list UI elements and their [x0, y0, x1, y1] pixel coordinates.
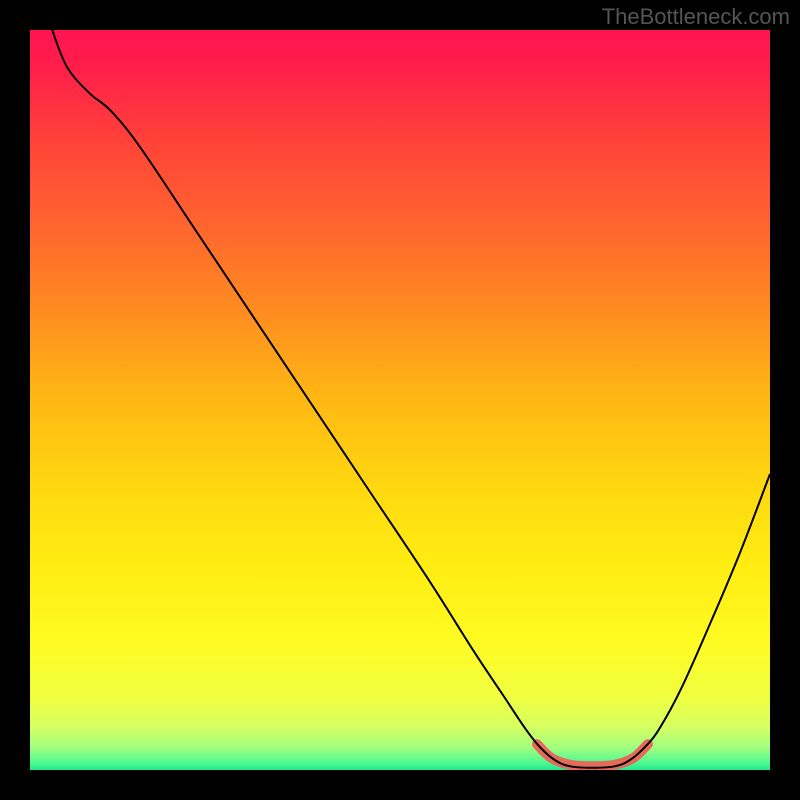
chart-container: TheBottleneck.com	[0, 0, 800, 800]
gradient-background	[30, 30, 770, 770]
bottleneck-curve-chart	[30, 30, 770, 770]
watermark-text: TheBottleneck.com	[602, 4, 790, 30]
plot-area	[30, 30, 770, 770]
